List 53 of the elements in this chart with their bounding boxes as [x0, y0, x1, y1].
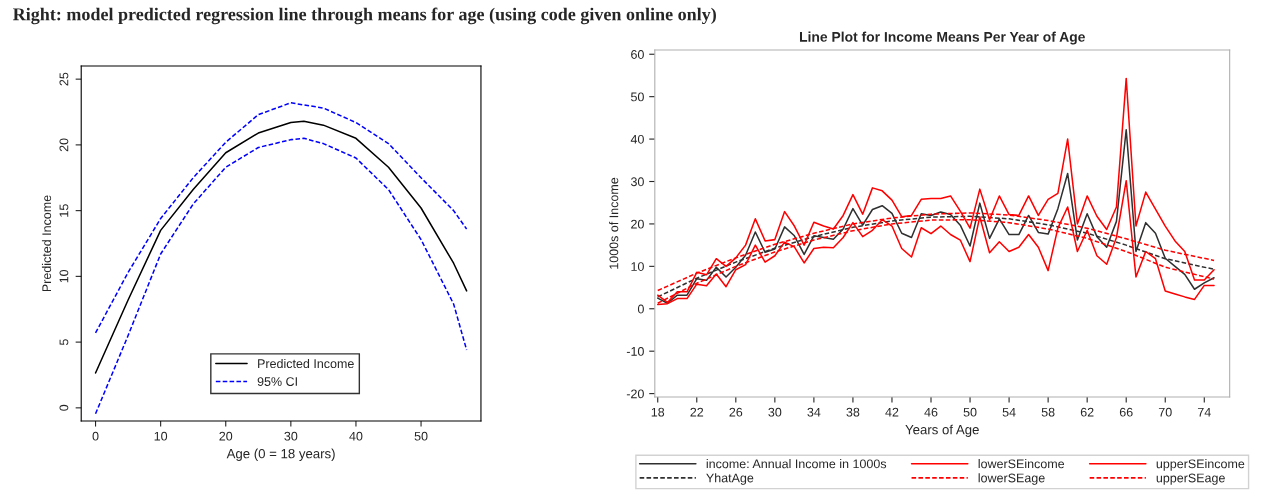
legend-label: YhatAge [706, 473, 754, 485]
line-series [94, 120, 468, 374]
y-tick-label: 0 [637, 304, 644, 314]
y-tick-label: 25 [59, 72, 69, 86]
y-tick-label: 60 [631, 50, 644, 59]
text: Right: model predicted regression line through means for age (using code given online only) [13, 7, 716, 25]
y-tick-label: 20 [631, 219, 644, 229]
y-tick-label: -10 [626, 346, 644, 356]
legend-label: upperSEage [1156, 473, 1225, 485]
x-tick-label: 18 [651, 407, 665, 417]
legend-label: upperSEincome [1156, 459, 1245, 471]
line-series [656, 77, 1215, 304]
x-tick-label: 40 [349, 431, 363, 441]
y-tick-label: 10 [631, 262, 644, 271]
y-tick-label: 30 [630, 177, 644, 187]
x-tick-label: 0 [92, 431, 99, 441]
line-series [94, 102, 468, 334]
legend-label: income: Annual Income in 1000s [706, 459, 887, 469]
x-axis-title: Years of Age [905, 424, 979, 437]
x-tick-label: 62 [1080, 407, 1094, 417]
y-tick-label: 20 [59, 138, 69, 152]
legend-label: Predicted Income [258, 358, 354, 369]
x-tick-label: 46 [924, 407, 938, 417]
x-tick-label: 50 [963, 407, 977, 417]
legend-label: lowerSEage [978, 473, 1045, 485]
x-tick-label: 54 [1002, 407, 1016, 417]
legend-label: lowerSEincome [978, 459, 1065, 469]
x-tick-label: 50 [414, 431, 428, 441]
x-tick-label: 22 [690, 407, 704, 417]
x-tick-label: 70 [1158, 407, 1172, 417]
legend-label: 95% CI [257, 377, 297, 386]
y-tick-label: 15 [59, 204, 69, 217]
x-tick-label: 30 [768, 407, 782, 417]
y-axis-title: 1000s of Income [609, 177, 619, 269]
y-tick-label: 50 [630, 92, 644, 102]
x-tick-label: 74 [1197, 407, 1211, 417]
y-tick-label: 10 [59, 269, 69, 283]
y-tick-label: 5 [59, 339, 69, 346]
y-axis-title: Predicted Income [41, 195, 52, 292]
chart-title: Line Plot for Income Means Per Year of Age [800, 31, 1085, 45]
x-tick-label: 34 [807, 407, 821, 417]
x-tick-label: 58 [1041, 407, 1055, 417]
x-tick-label: 38 [846, 407, 860, 417]
y-tick-label: -20 [626, 389, 644, 399]
x-tick-label: 42 [885, 407, 899, 417]
x-tick-label: 66 [1119, 407, 1133, 417]
line-series [94, 137, 468, 415]
x-tick-label: 10 [154, 431, 168, 441]
x-tick-label: 20 [219, 431, 233, 441]
x-axis-title: Age (0 = 18 years) [226, 448, 335, 461]
y-tick-label: 40 [630, 134, 644, 144]
x-tick-label: 26 [729, 407, 743, 417]
x-tick-label: 30 [284, 431, 298, 441]
